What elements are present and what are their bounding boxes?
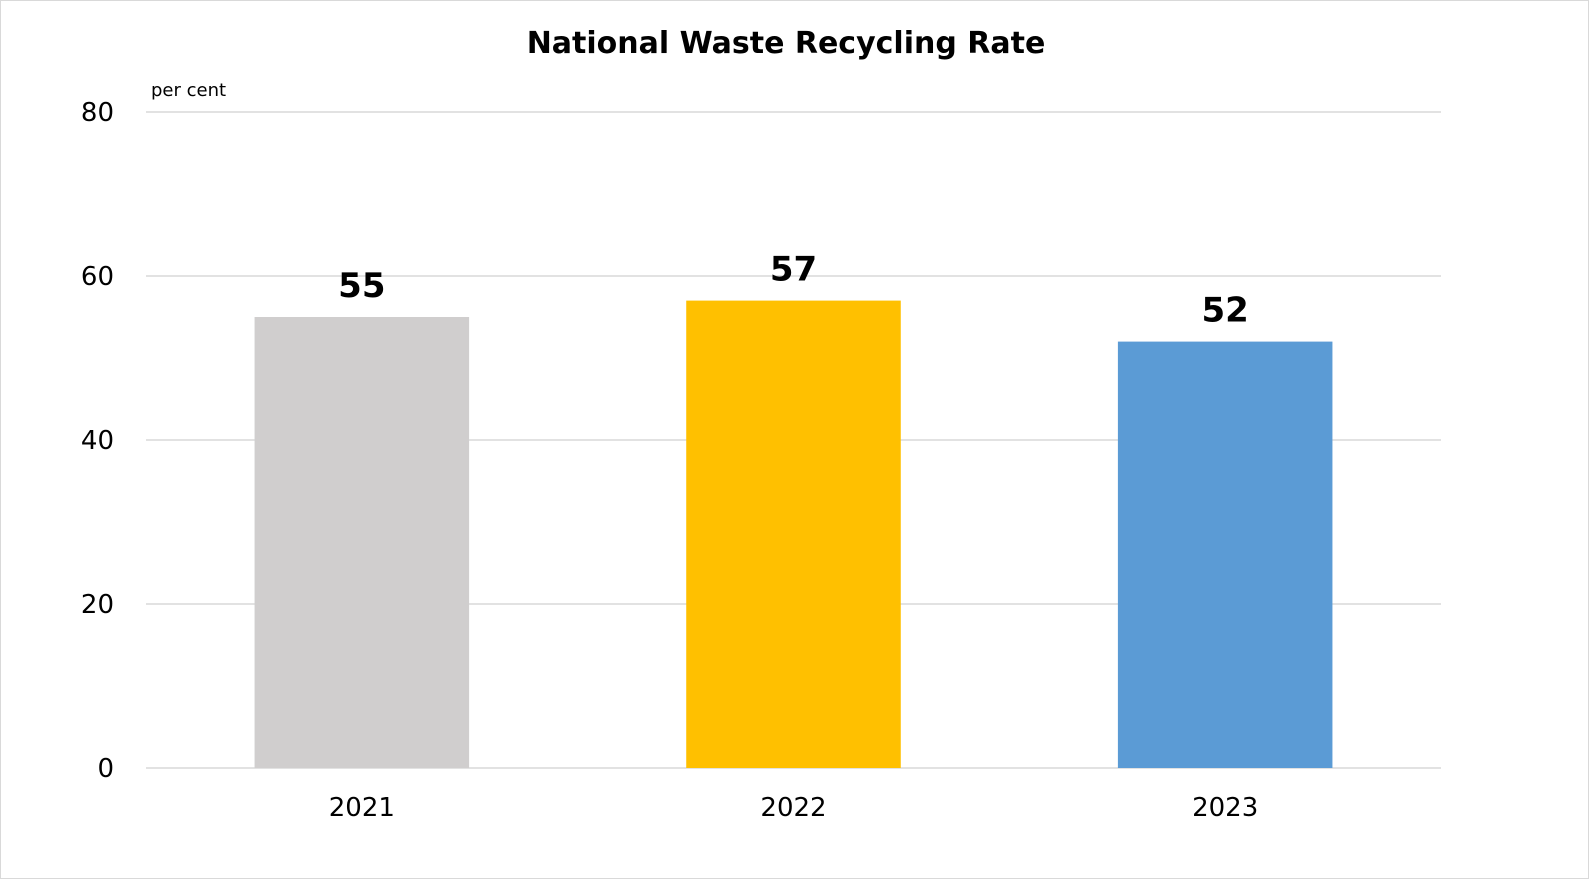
x-tick-label-2021: 2021 bbox=[329, 793, 395, 823]
x-tick-label-2022: 2022 bbox=[760, 793, 826, 823]
y-tick-label-80: 80 bbox=[81, 98, 114, 128]
x-axis-ticks: 2021 2022 2023 bbox=[329, 793, 1259, 823]
bars bbox=[254, 300, 1333, 768]
y-tick-label-60: 60 bbox=[81, 262, 114, 292]
bar-2022 bbox=[686, 300, 901, 768]
data-labels: 55 57 52 bbox=[338, 250, 1249, 331]
y-axis-ticks: 0 20 40 60 80 bbox=[81, 98, 114, 784]
x-tick-label-2023: 2023 bbox=[1192, 793, 1258, 823]
bar-2023 bbox=[1117, 341, 1333, 768]
y-tick-label-40: 40 bbox=[81, 426, 114, 456]
data-label-2023: 52 bbox=[1202, 291, 1249, 331]
y-tick-label-0: 0 bbox=[97, 754, 114, 784]
data-label-2021: 55 bbox=[338, 266, 385, 306]
data-label-2022: 57 bbox=[770, 250, 817, 290]
bar-2021 bbox=[254, 317, 470, 768]
y-tick-label-20: 20 bbox=[81, 590, 114, 620]
chart-title: National Waste Recycling Rate bbox=[527, 26, 1046, 61]
y-axis-unit-label: per cent bbox=[151, 80, 226, 101]
